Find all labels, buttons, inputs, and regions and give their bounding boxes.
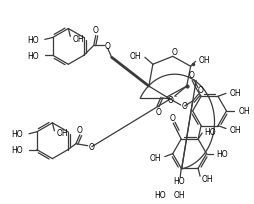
Text: O: O <box>167 95 173 104</box>
Text: OH: OH <box>229 88 241 97</box>
Text: O: O <box>92 26 98 35</box>
Text: OH: OH <box>149 153 160 162</box>
Text: HO: HO <box>173 176 184 185</box>
Text: HO: HO <box>27 52 39 61</box>
Text: O: O <box>155 108 161 117</box>
Text: HO: HO <box>11 130 23 139</box>
Text: O: O <box>104 42 110 51</box>
Text: O: O <box>88 142 94 151</box>
Text: O: O <box>181 102 187 111</box>
Text: HO: HO <box>27 36 39 45</box>
Text: OH: OH <box>229 125 241 134</box>
Text: HO: HO <box>216 149 227 158</box>
Text: HO: HO <box>203 127 215 136</box>
Text: HO: HO <box>11 145 23 154</box>
Text: OH: OH <box>56 129 68 138</box>
Text: OH: OH <box>237 107 249 116</box>
Text: OH: OH <box>129 52 140 61</box>
Text: OH: OH <box>173 190 185 199</box>
Text: OH: OH <box>72 35 84 44</box>
Text: O: O <box>197 85 203 94</box>
Text: OH: OH <box>201 174 213 183</box>
Text: OH: OH <box>198 55 209 64</box>
Text: O: O <box>77 126 83 135</box>
Text: O: O <box>169 113 174 122</box>
Text: ⁻: ⁻ <box>173 95 177 101</box>
Text: O: O <box>171 48 177 57</box>
Text: O: O <box>187 71 193 80</box>
Text: HO: HO <box>153 190 165 199</box>
